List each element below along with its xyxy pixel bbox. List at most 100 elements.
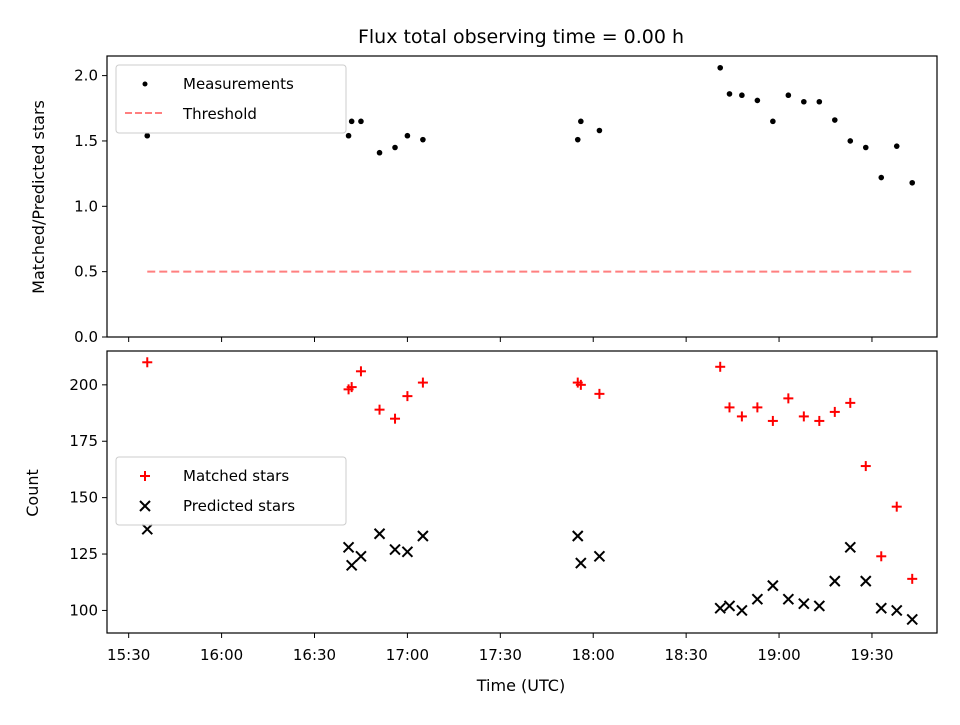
predicted-star-point [342, 541, 355, 553]
y-tick-label: 1.5 [74, 132, 98, 150]
measurement-point [404, 132, 411, 139]
matched-star-point [845, 397, 856, 408]
matched-star-point [346, 382, 357, 393]
matched-star-point [798, 411, 809, 422]
legend-matched-label: Matched stars [183, 467, 289, 485]
bottom-y-axis-label: Count [23, 469, 42, 517]
y-tick-label: 100 [69, 601, 98, 619]
measurement-point [770, 118, 776, 125]
y-tick-label: 0.0 [74, 328, 98, 346]
matched-star-point [860, 461, 871, 472]
predicted-star-point [906, 613, 918, 626]
y-tick-label: 175 [69, 432, 98, 450]
legend-threshold-label: Threshold [182, 105, 257, 123]
matched-star-point [594, 388, 605, 399]
matched-star-point [575, 379, 586, 390]
measurement-point [862, 144, 869, 151]
predicted-star-point [767, 579, 779, 592]
measurement-point [578, 118, 584, 125]
legend-measurements-marker [142, 81, 148, 87]
top-axes: 0.0 0.5 1.0 1.5 2.0 [74, 67, 873, 346]
predicted-star-point [782, 593, 795, 605]
predicted-star-point [891, 604, 903, 617]
predicted-star-point [572, 530, 584, 542]
matched-star-point [724, 402, 735, 413]
predicted-star-point [141, 523, 153, 535]
legend-measurements-label: Measurements [183, 75, 294, 93]
predicted-star-point [373, 528, 386, 540]
predicted-star-point [813, 600, 826, 612]
predicted-star-point [844, 541, 856, 553]
predicted-star-point [355, 550, 367, 563]
top-legend: Measurements Threshold [115, 64, 347, 134]
matched-star-point [829, 406, 840, 417]
matched-star-point [783, 393, 794, 404]
matched-star-point [907, 573, 918, 584]
top-plot-frame [106, 55, 938, 338]
x-tick-label: 17:00 [386, 646, 429, 664]
predicted-star-point [798, 597, 810, 610]
predicted-star-point [751, 593, 764, 605]
legend-predicted-label: Predicted stars [183, 497, 295, 515]
measurement-point [596, 127, 603, 134]
matched-star-point [814, 415, 825, 426]
bottom-legend: Matched stars Predicted stars [115, 456, 347, 526]
measurement-point [785, 92, 792, 99]
x-tick-label: 17:30 [479, 646, 522, 664]
bottom-legend-box [115, 456, 347, 526]
bottom-axes: 100 125 150 175 200 15:30 16:00 16:30 17:00 17:30… [69, 376, 893, 664]
matched-star-point [876, 551, 887, 562]
y-tick-label: 1.0 [74, 197, 98, 215]
measurement-point [420, 136, 426, 143]
measurement-point [801, 98, 807, 105]
measurement-point [754, 97, 761, 104]
predicted-star-point [417, 530, 429, 542]
measurement-point [739, 92, 745, 99]
measurement-point [348, 118, 355, 125]
predicted-star-point [401, 546, 414, 558]
predicted-star-point [860, 575, 872, 587]
y-tick-label: 2.0 [74, 67, 98, 85]
measurement-point [726, 91, 733, 97]
matched-star-point [752, 402, 763, 413]
x-tick-label: 19:30 [850, 646, 893, 664]
bottom-marks [141, 357, 918, 626]
legend-matched-marker [140, 471, 150, 481]
measurement-point [717, 64, 724, 71]
matched-star-point [736, 411, 747, 422]
matched-star-point [390, 413, 401, 424]
bottom-panel: Count Time (UTC) 100 125 150 175 200 15:30 16:… [23, 350, 938, 695]
matched-star-point [374, 404, 385, 415]
y-tick-label: 150 [69, 489, 98, 507]
predicted-star-point [723, 600, 736, 612]
measurement-point [878, 174, 885, 181]
matched-star-point [142, 357, 153, 368]
top-legend-box [115, 64, 347, 134]
x-tick-label: 16:00 [200, 646, 243, 664]
bottom-plot-frame [106, 350, 938, 634]
x-tick-label: 19:00 [757, 646, 800, 664]
predicted-star-point [575, 557, 587, 569]
predicted-star-point [593, 550, 606, 563]
y-tick-label: 200 [69, 376, 98, 394]
measurement-point [816, 98, 823, 105]
measurement-point [392, 144, 398, 151]
legend-predicted-marker [139, 500, 151, 512]
predicted-star-point [829, 575, 841, 587]
matched-star-point [767, 415, 778, 426]
measurement-point [376, 149, 383, 156]
predicted-star-point [714, 602, 726, 614]
matched-star-point [715, 361, 726, 372]
x-tick-label: 15:30 [107, 646, 150, 664]
measurement-point [144, 132, 151, 139]
measurement-point [345, 132, 352, 139]
predicted-star-point [345, 559, 358, 572]
matched-star-point [891, 501, 902, 512]
measurement-point [893, 143, 900, 149]
x-axis-label: Time (UTC) [476, 676, 565, 695]
top-panel: Flux total observing time = 0.00 h Match… [29, 26, 938, 346]
matched-star-point [355, 366, 366, 377]
predicted-star-point [389, 543, 401, 556]
measurement-point [574, 136, 581, 143]
